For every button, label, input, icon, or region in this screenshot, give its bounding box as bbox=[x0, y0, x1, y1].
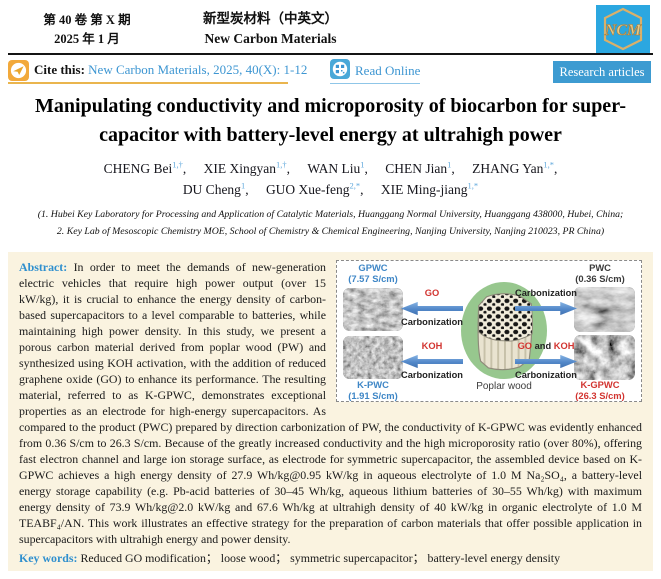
author: CHENG Bei1,†, bbox=[103, 159, 187, 176]
arrow-koh-carbonization bbox=[401, 354, 463, 369]
sem-image-kgpwc bbox=[574, 335, 635, 380]
label-koh: KOH bbox=[421, 341, 443, 351]
cite-icon bbox=[8, 60, 29, 81]
journal-logo: NCM bbox=[596, 5, 650, 53]
author: CHEN Jian1, bbox=[385, 159, 455, 176]
journal-name-cn: 新型炭材料（中英文） bbox=[203, 11, 338, 26]
read-online-link[interactable]: Read Online bbox=[355, 62, 421, 78]
label-carbonization-left-top: Carbonization bbox=[401, 317, 463, 327]
material-label-pwc: PWC (0.36 S/cm) bbox=[575, 262, 625, 284]
affiliations: (1. Hubei Key Laboratory for Processing … bbox=[8, 207, 653, 240]
author: XIE Ming-jiang1,* bbox=[380, 180, 479, 197]
label-go: GO bbox=[424, 288, 440, 298]
cite-link[interactable]: New Carbon Materials, 2025, 40(X): 1-12 bbox=[88, 62, 308, 77]
poplar-wood-label: Poplar wood bbox=[476, 381, 532, 392]
title-line-2: capacitor with battery-level energy at u… bbox=[99, 124, 562, 146]
cite-underline bbox=[8, 82, 288, 84]
label-carbonization-left-bottom: Carbonization bbox=[401, 370, 463, 380]
author: XIE Xingyan1,†, bbox=[203, 159, 290, 176]
label-carbonization-right-top: Carbonization bbox=[515, 288, 577, 298]
label-go-and-koh: GO and KOH bbox=[517, 341, 575, 351]
logo-text: NCM bbox=[604, 22, 642, 39]
keywords-text: Reduced GO modification； loose wood； sym… bbox=[80, 551, 561, 565]
sem-image-pwc bbox=[574, 287, 635, 332]
material-label-gpwc: GPWC (7.57 S/cm) bbox=[348, 262, 398, 284]
author-superscript: 1,* bbox=[543, 159, 554, 170]
cite-bar: Cite this: New Carbon Materials, 2025, 4… bbox=[8, 58, 653, 86]
issue-date: 2025 年 1 月 bbox=[54, 32, 120, 47]
cite-this-line: Cite this: New Carbon Materials, 2025, 4… bbox=[34, 62, 307, 78]
journal-name-en: New Carbon Materials bbox=[204, 31, 337, 47]
paper-title: Manipulating conductivity and microporos… bbox=[10, 92, 651, 150]
author: DU Cheng1, bbox=[182, 180, 249, 197]
author-superscript: 1,† bbox=[275, 159, 287, 170]
author-superscript: 2,* bbox=[349, 180, 361, 191]
sem-image-gpwc bbox=[343, 288, 403, 331]
author: ZHANG Yan1,*, bbox=[472, 159, 558, 176]
material-label-kpwc: K-PWC (1.91 S/cm) bbox=[348, 379, 398, 401]
author-superscript: 1 bbox=[360, 159, 365, 170]
author-superscript: 1 bbox=[447, 159, 452, 170]
sem-image-kpwc bbox=[343, 336, 403, 379]
arrow-go-carbonization bbox=[401, 301, 463, 316]
affiliation-1: (1. Hubei Key Laboratory for Processing … bbox=[37, 209, 624, 220]
abstract-label: Abstract: bbox=[19, 260, 68, 274]
author: WAN Liu1, bbox=[307, 159, 368, 176]
label-carbonization-right-bottom: Carbonization bbox=[515, 370, 577, 380]
keywords-line: Key words: Reduced GO modification； loos… bbox=[19, 550, 642, 566]
read-online-icon bbox=[330, 58, 350, 83]
cite-this-label: Cite this: bbox=[34, 62, 85, 77]
abstract-paragraph: Abstract: In order to meet the demands o… bbox=[19, 259, 642, 547]
volume-issue: 第 40 卷 第 X 期 bbox=[43, 13, 131, 27]
abstract-text: In order to meet the demands of new-gene… bbox=[19, 260, 642, 546]
material-label-kgpwc: K-GPWC (26.3 S/cm) bbox=[575, 379, 625, 401]
journal-name-block: 新型炭材料（中英文） New Carbon Materials bbox=[158, 9, 383, 50]
keywords-label: Key words: bbox=[19, 551, 78, 565]
header-divider bbox=[8, 53, 653, 55]
author-line-2: DU Cheng1, GUO Xue-feng2,*, XIE Ming-jia… bbox=[0, 180, 661, 198]
title-line-1: Manipulating conductivity and microporos… bbox=[35, 95, 626, 117]
author: GUO Xue-feng2,*, bbox=[265, 180, 364, 197]
read-online[interactable]: Read Online bbox=[330, 58, 421, 84]
author-superscript: 1 bbox=[240, 180, 246, 191]
article-category-badge: Research articles bbox=[553, 61, 651, 83]
author-superscript: 1,† bbox=[172, 159, 183, 170]
author-superscript: 1,* bbox=[467, 180, 479, 191]
author-line-1: CHENG Bei1,†, XIE Xingyan1,†, WAN Liu1, … bbox=[0, 159, 661, 177]
journal-header: 第 40 卷 第 X 期 2025 年 1 月 新型炭材料（中英文） New C… bbox=[8, 5, 653, 53]
abstract-section: GPWC (7.57 S/cm) PWC (0.36 S/cm) K-PWC (… bbox=[8, 252, 653, 571]
affiliation-2: 2. Key Lab of Mesoscopic Chemistry MOE, … bbox=[56, 225, 605, 237]
issue-info: 第 40 卷 第 X 期 2025 年 1 月 bbox=[22, 11, 152, 50]
graphical-abstract: GPWC (7.57 S/cm) PWC (0.36 S/cm) K-PWC (… bbox=[336, 260, 642, 402]
